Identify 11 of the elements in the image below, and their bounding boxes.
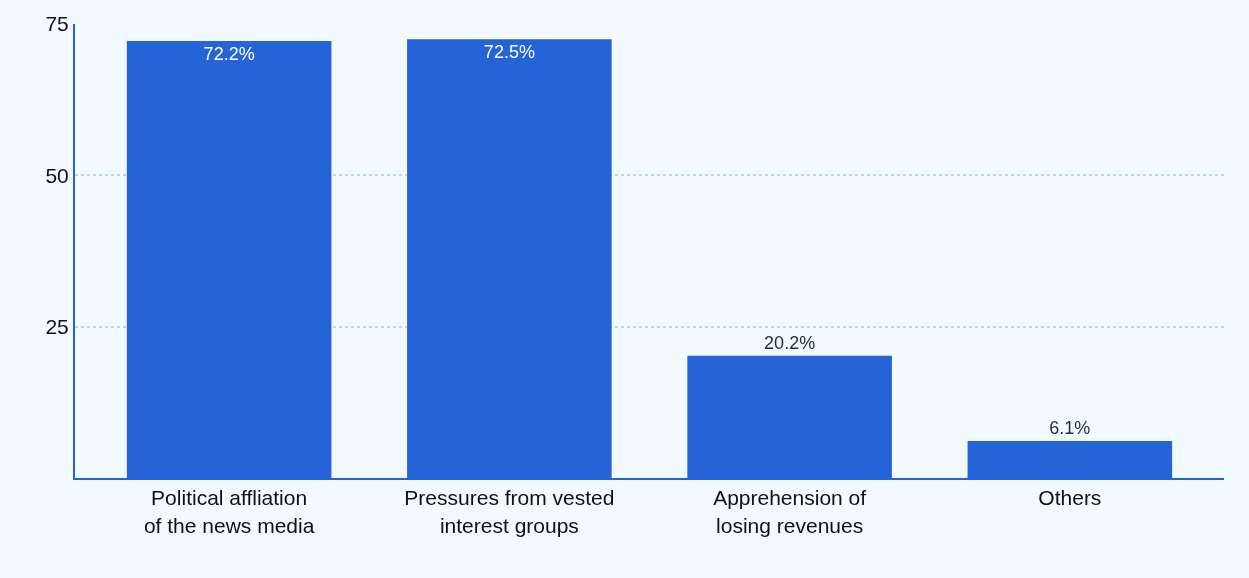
x-tick-label: Others <box>1038 486 1102 510</box>
y-tick-label: 25 <box>45 315 69 339</box>
data-label: 72.2% <box>203 43 255 64</box>
data-label: 20.2% <box>764 332 816 353</box>
x-tick-label: Political affliation of the news media <box>143 486 315 537</box>
y-tick-label: 50 <box>45 163 69 187</box>
x-tick-label: Apprehension of losing revenues <box>713 486 867 537</box>
data-label: 6.1% <box>1049 418 1091 439</box>
y-tick-label: 75 <box>45 12 69 36</box>
x-tick-label: Pressures from vested interest groups <box>404 486 615 537</box>
data-label: 72.5% <box>483 42 535 63</box>
